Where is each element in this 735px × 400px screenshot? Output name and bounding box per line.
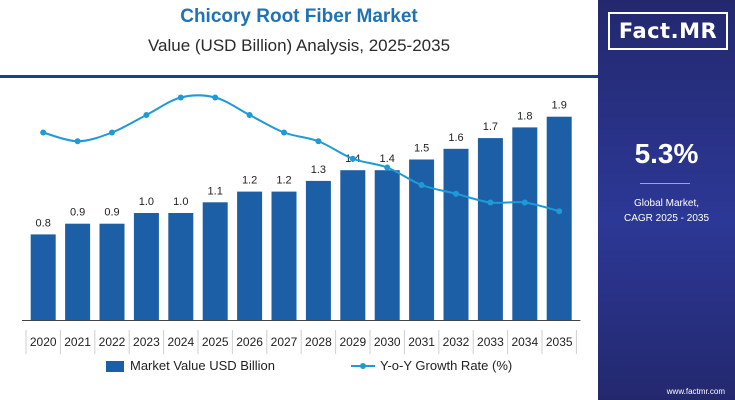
cagr-label-line1: Global Market, — [633, 198, 700, 209]
x-tick-label: 2026 — [236, 335, 263, 349]
bar-value-label: 1.9 — [552, 100, 567, 112]
bar-value-label: 1.5 — [414, 143, 429, 155]
x-tick-label: 2032 — [443, 335, 470, 349]
growth-point — [315, 138, 322, 145]
x-tick-label: 2021 — [64, 335, 91, 349]
x-tick-label: 2022 — [99, 335, 126, 349]
growth-point — [212, 94, 219, 101]
bar-value-label: 1.6 — [448, 132, 463, 144]
x-tick-label: 2027 — [271, 335, 298, 349]
logo-text: Fact.MR — [618, 19, 718, 43]
cagr-value: 5.3% — [634, 138, 699, 169]
growth-point — [177, 94, 184, 101]
bar — [546, 116, 572, 320]
legend-line-label: Y-o-Y Growth Rate (%) — [380, 358, 512, 373]
bar-value-label: 1.7 — [483, 121, 498, 133]
x-tick-label: 2028 — [305, 335, 332, 349]
factmr-logo: Fact.MR — [608, 12, 728, 50]
x-tick-label: 2031 — [408, 335, 435, 349]
x-tick-label: 2020 — [30, 335, 57, 349]
x-tick-label: 2030 — [374, 335, 401, 349]
cagr-label-line2: CAGR 2025 - 2035 — [623, 213, 710, 224]
bar-value-label: 1.8 — [517, 110, 532, 122]
bar — [271, 191, 297, 320]
x-tick-label: 2034 — [511, 335, 538, 349]
cagr-label: Global Market, CAGR 2025 - 2035 — [598, 196, 735, 226]
growth-point — [521, 199, 528, 206]
chart-subtitle: Value (USD Billion) Analysis, 2025-2035 — [147, 36, 451, 55]
x-tick-label: 2029 — [339, 335, 366, 349]
x-tick-label: 2024 — [167, 335, 194, 349]
bar — [168, 213, 194, 320]
x-tick-label: 2035 — [546, 335, 573, 349]
website-link[interactable]: www.factmr.com — [666, 387, 725, 396]
bar — [477, 138, 503, 320]
x-tick-label: 2023 — [133, 335, 160, 349]
bar — [512, 127, 538, 321]
bar — [99, 223, 125, 320]
legend-line-marker — [360, 363, 366, 369]
bar-value-label: 1.1 — [208, 185, 223, 197]
bar — [374, 170, 400, 320]
bar — [65, 223, 91, 320]
growth-point — [143, 112, 150, 118]
x-tick-label: 2033 — [477, 335, 504, 349]
growth-point — [40, 129, 47, 136]
growth-line — [42, 94, 560, 213]
bar-value-label: 0.9 — [104, 207, 119, 219]
bar-value-label: 1.4 — [380, 153, 395, 165]
bar — [133, 213, 159, 320]
growth-point — [281, 129, 287, 136]
growth-point — [487, 199, 494, 206]
growth-point — [556, 208, 563, 215]
bar — [202, 202, 228, 320]
growth-point — [418, 182, 425, 188]
chart-title: Chicory Root Fiber Market — [180, 6, 418, 27]
bar-line-chart: 0.80.90.91.01.01.11.21.21.31.41.41.51.61… — [22, 94, 581, 373]
growth-point — [384, 164, 391, 171]
bar — [30, 234, 56, 320]
bar — [340, 170, 366, 320]
bar-value-label: 1.0 — [139, 196, 154, 208]
growth-point — [453, 190, 459, 197]
cagr-divider — [640, 183, 690, 184]
bar — [443, 148, 469, 320]
growth-point — [349, 155, 356, 162]
bar — [237, 191, 263, 320]
bar-value-label: 1.3 — [311, 164, 326, 176]
legend-bar-label: Market Value USD Billion — [130, 358, 275, 373]
growth-point — [74, 138, 81, 145]
legend-bar-swatch — [106, 361, 124, 372]
x-tick-label: 2025 — [202, 335, 229, 349]
title-divider — [0, 75, 598, 78]
sidebar-panel — [598, 0, 735, 400]
growth-point — [246, 112, 253, 118]
bar-value-label: 1.0 — [173, 196, 188, 208]
bar-value-label: 1.2 — [276, 175, 291, 187]
growth-point — [109, 129, 115, 136]
bar-value-label: 1.2 — [242, 175, 257, 187]
bar-value-label: 0.8 — [36, 217, 51, 229]
bar-value-label: 0.9 — [70, 207, 85, 219]
bar — [305, 180, 331, 320]
